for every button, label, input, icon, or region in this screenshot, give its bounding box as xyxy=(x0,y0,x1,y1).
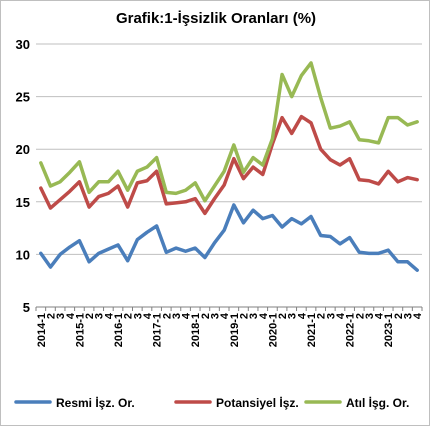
x-tick-label: 4 xyxy=(412,312,424,319)
x-tick-label: 3 xyxy=(171,313,183,319)
x-tick-label: 3 xyxy=(94,313,106,319)
x-tick-label: 2 xyxy=(354,313,366,319)
x-tick-label: 4 xyxy=(65,312,77,319)
x-tick-label: 2 xyxy=(238,313,250,319)
x-tick-label: 4 xyxy=(219,312,231,319)
x-tick-label: 3 xyxy=(55,313,67,319)
legend-label: Potansiyel İşz. xyxy=(216,395,299,410)
series-line-3 xyxy=(39,61,419,203)
x-tick-label: 2 xyxy=(161,313,173,319)
x-tick-label: 2 xyxy=(45,313,57,319)
x-tick-label: 2 xyxy=(123,313,135,319)
x-tick-label: 3 xyxy=(248,313,260,319)
x-tick-label: 2020-1 xyxy=(267,313,279,347)
x-tick-label: 3 xyxy=(364,313,376,319)
x-tick-label: 4 xyxy=(296,312,308,319)
x-tick-label: 3 xyxy=(325,313,337,319)
x-tick-label: 2 xyxy=(200,313,212,319)
x-tick-label: 3 xyxy=(287,313,299,319)
x-tick-label: 2019-1 xyxy=(229,313,241,347)
y-tick-label: 20 xyxy=(16,142,30,157)
x-tick-label: 3 xyxy=(210,313,222,319)
x-tick-label: 4 xyxy=(335,312,347,319)
y-tick-label: 5 xyxy=(23,300,30,315)
legend-label: Atıl İşg. Or. xyxy=(346,395,409,410)
x-tick-label: 4 xyxy=(258,312,270,319)
y-tick-label: 30 xyxy=(16,37,30,52)
x-tick-label: 3 xyxy=(403,313,415,319)
x-tick-label: 2021-1 xyxy=(306,313,318,347)
y-tick-label: 10 xyxy=(16,247,30,262)
x-tick-label: 2 xyxy=(393,313,405,319)
y-tick-label: 25 xyxy=(16,90,30,105)
series-line-1 xyxy=(39,203,419,272)
x-tick-label: 3 xyxy=(132,313,144,319)
x-tick-label: 2023-1 xyxy=(383,313,395,347)
x-tick-label: 2016-1 xyxy=(113,313,125,347)
x-tick-label: 2018-1 xyxy=(190,313,202,347)
x-tick-label: 2014-1 xyxy=(36,313,48,347)
x-tick-label: 2017-1 xyxy=(152,313,164,347)
x-tick-label: 2022-1 xyxy=(345,313,357,347)
x-tick-label: 2015-1 xyxy=(74,313,86,347)
series-line-2 xyxy=(39,114,419,216)
x-tick-label: 4 xyxy=(103,312,115,319)
legend-label: Resmi İşz. Or. xyxy=(56,395,135,410)
x-tick-label: 2 xyxy=(316,313,328,319)
x-tick-label: 4 xyxy=(142,312,154,319)
x-tick-label: 2 xyxy=(277,313,289,319)
x-tick-label: 2 xyxy=(84,313,96,319)
chart-title: Grafik:1-İşsizlik Oranları (%) xyxy=(115,10,317,27)
x-tick-label: 4 xyxy=(374,312,386,319)
y-tick-label: 15 xyxy=(16,195,30,210)
x-tick-label: 4 xyxy=(181,312,193,319)
